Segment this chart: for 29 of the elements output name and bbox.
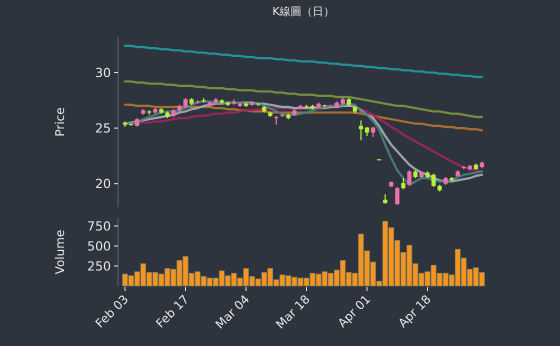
- chart-title: K線圖（日）: [272, 5, 335, 18]
- x-tick-label: Feb 03: [92, 292, 132, 331]
- candlestick: [370, 126, 376, 138]
- candlestick: [431, 173, 436, 188]
- line-series: [124, 104, 484, 132]
- candlestick: [274, 115, 278, 126]
- y-axis-title: Price: [53, 107, 67, 137]
- y-tick-label: 500: [87, 238, 112, 254]
- candlestick: [401, 178, 406, 190]
- candlestick: [383, 194, 388, 204]
- y-tick-label: 250: [87, 258, 112, 274]
- candlestick: [202, 98, 206, 104]
- candlestick: [395, 186, 400, 206]
- x-tick-label: Apr 18: [396, 292, 434, 330]
- x-tick-label: Mar 04: [212, 292, 252, 332]
- y-tick-label: 750: [87, 218, 112, 234]
- x-tick-label: Mar 18: [273, 292, 313, 332]
- candlestick: [280, 113, 284, 118]
- y-axis-title: Volume: [53, 230, 67, 274]
- candlestick: [407, 170, 412, 186]
- x-tick-label: Apr 01: [335, 292, 374, 330]
- y-tick-label: 25: [95, 120, 111, 136]
- line-series: [124, 80, 484, 118]
- x-tick-label: Feb 17: [153, 292, 192, 331]
- y-tick-label: 30: [95, 65, 112, 80]
- candlestick: [183, 98, 188, 109]
- line-series: [124, 44, 484, 78]
- candlestick: [147, 110, 152, 116]
- y-tick-label: 20: [95, 176, 112, 192]
